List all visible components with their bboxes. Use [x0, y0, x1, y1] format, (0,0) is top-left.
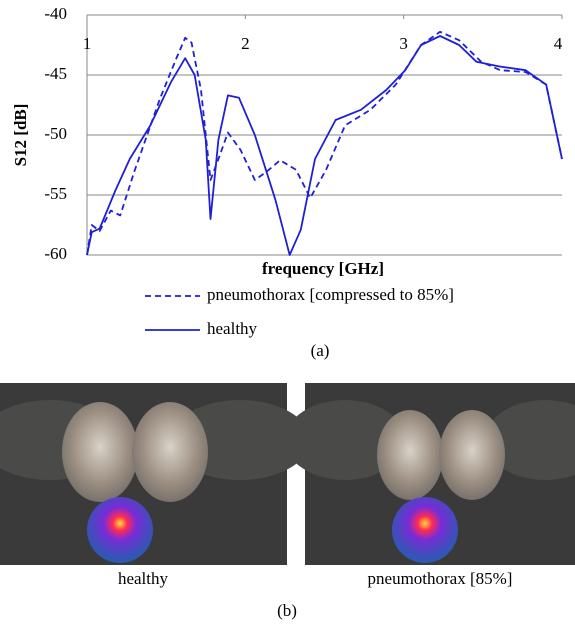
- y-tick-label: -45: [44, 64, 67, 83]
- image-left: [0, 383, 310, 565]
- caption: (a): [311, 341, 330, 360]
- y-tick-label: -40: [44, 4, 67, 23]
- data-line: [87, 36, 562, 255]
- x-tick-label: 1: [83, 34, 92, 53]
- x-axis-label: frequency [GHz]: [262, 259, 384, 278]
- y-axis-label: S12 [dB]: [11, 104, 30, 167]
- y-tick-label: -55: [44, 184, 67, 203]
- image-right: [285, 383, 575, 565]
- legend-label: pneumothorax [compressed to 85%]: [207, 285, 454, 304]
- y-tick-label: -60: [44, 244, 67, 263]
- x-tick-label: 4: [554, 34, 563, 53]
- y-tick-label: -50: [44, 124, 67, 143]
- x-tick-label: 2: [241, 34, 250, 53]
- caption: (b): [277, 601, 297, 620]
- figure: frequency [GHz] S12 [dB] (a) healthy pne…: [0, 0, 575, 624]
- image-label: pneumothorax [85%]: [368, 569, 513, 588]
- x-tick-label: 3: [399, 34, 408, 53]
- image-label: healthy: [118, 569, 169, 588]
- legend-label: healthy: [207, 319, 258, 338]
